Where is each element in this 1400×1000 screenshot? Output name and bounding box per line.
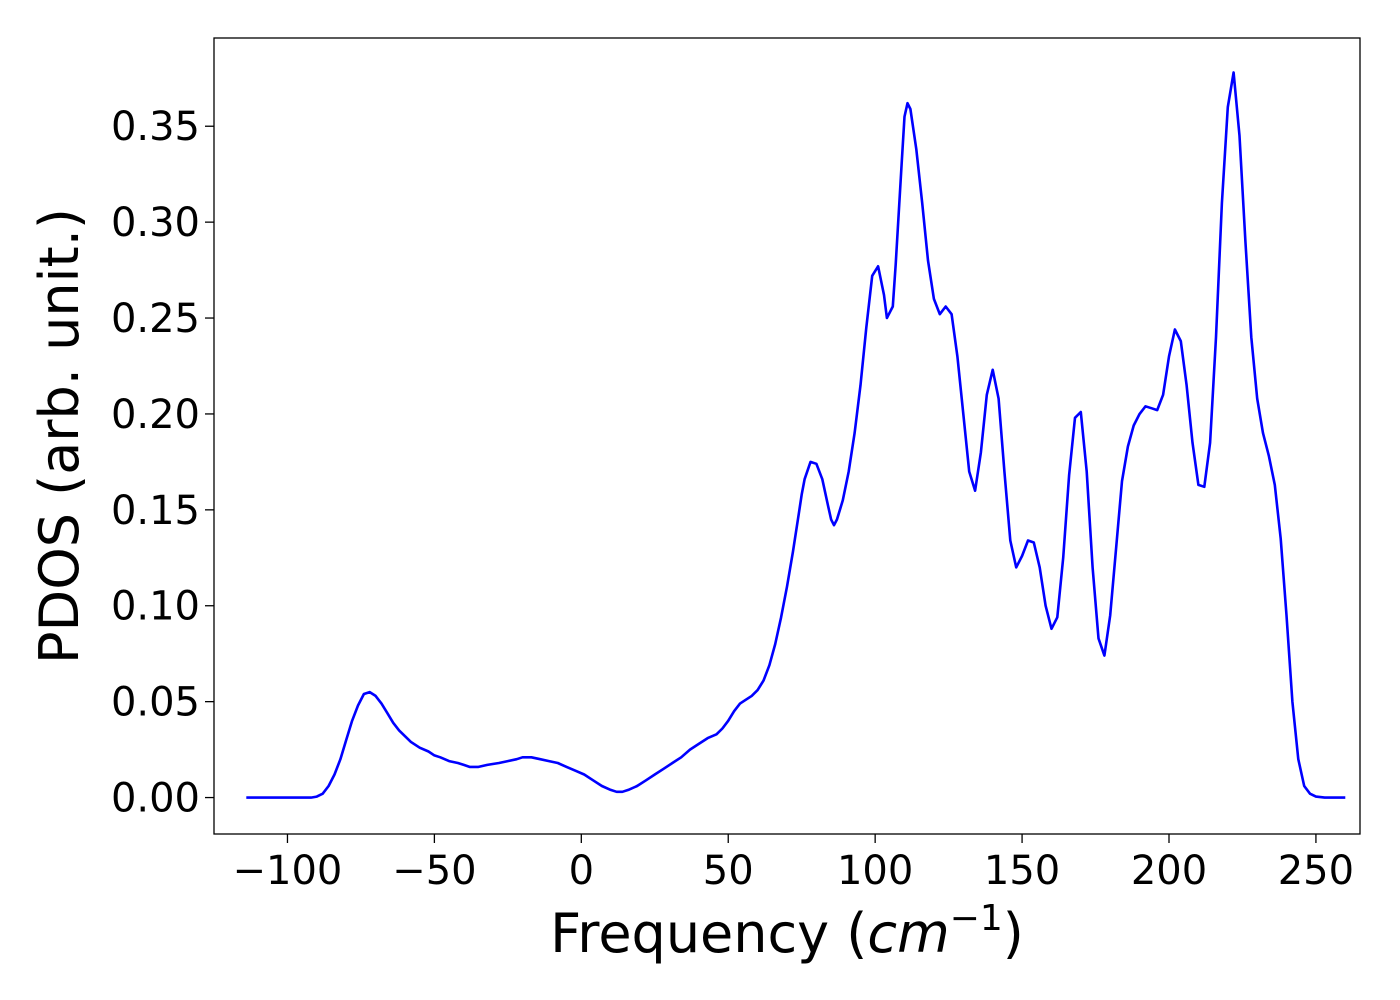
y-tick-label: 0.15 — [111, 488, 200, 534]
x-tick-label: 150 — [984, 848, 1060, 894]
y-tick-label: 0.20 — [111, 392, 200, 438]
series-line — [246, 71, 1346, 799]
x-tick-label: 50 — [703, 848, 754, 894]
x-tick-label: −100 — [233, 848, 343, 894]
x-axis-label: Frequency (cm−1) — [550, 898, 1024, 965]
y-axis-ticks: 0.00 0.05 0.10 0.15 0.20 0.25 0.30 0.35 — [111, 104, 214, 822]
x-axis-label-math: cm — [867, 902, 949, 965]
y-tick-label: 0.05 — [111, 680, 200, 726]
y-tick-label: 0.25 — [111, 296, 200, 342]
x-tick-label: 200 — [1131, 848, 1207, 894]
y-tick-label: 0.10 — [111, 584, 200, 630]
x-axis-ticks: −100 −50 0 50 100 150 200 250 — [233, 834, 1354, 894]
x-axis-label-text: Frequency ( — [550, 902, 867, 965]
y-axis-label: PDOS (arb. unit.) — [28, 208, 91, 664]
x-axis-label-suffix: ) — [1003, 902, 1024, 965]
y-tick-label: 0.30 — [111, 200, 200, 246]
plot-frame — [213, 37, 1361, 835]
x-tick-label: 100 — [837, 848, 913, 894]
y-tick-label: 0.35 — [111, 104, 200, 150]
x-axis-label-exponent: −1 — [950, 898, 1003, 939]
series-layer — [246, 71, 1346, 799]
x-tick-label: 250 — [1278, 848, 1354, 894]
x-tick-label: 0 — [569, 848, 594, 894]
x-tick-label: −50 — [392, 848, 476, 894]
y-tick-label: 0.00 — [111, 776, 200, 822]
